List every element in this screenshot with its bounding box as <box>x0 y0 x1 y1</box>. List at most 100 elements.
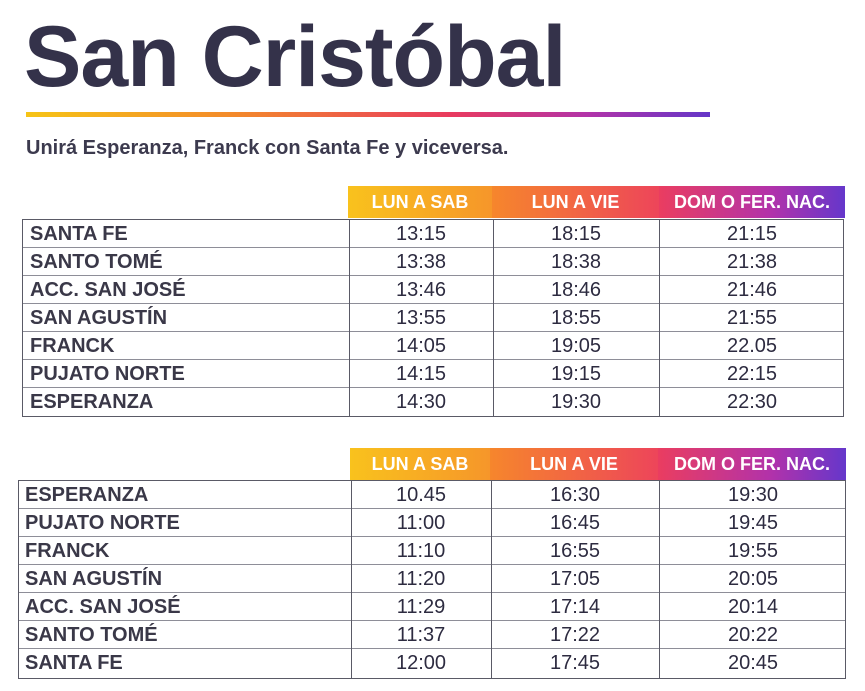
table-row: SAN AGUSTÍN 11:20 17:05 20:05 <box>19 565 845 593</box>
time-lun-a-vie: 17:45 <box>549 652 601 674</box>
time-lun-a-sab: 11:00 <box>396 512 446 534</box>
time-lun-a-sab: 14:30 <box>395 391 447 413</box>
time-dom-o-fer-nac: 20:14 <box>727 596 779 618</box>
row-divider <box>23 275 843 276</box>
time-lun-a-vie: 17:14 <box>549 596 601 618</box>
time-dom-o-fer-nac: 21:38 <box>726 251 778 273</box>
row-divider <box>19 648 845 649</box>
time-dom-o-fer-nac: 19:45 <box>727 512 779 534</box>
time-lun-a-sab: 11:29 <box>396 596 446 618</box>
time-lun-a-vie: 16:30 <box>549 484 601 506</box>
time-lun-a-vie: 18:38 <box>550 251 602 273</box>
column-divider <box>349 220 350 416</box>
time-lun-a-sab: 13:55 <box>395 307 447 329</box>
header-lun-a-vie: LUN A VIE <box>490 448 658 480</box>
row-divider <box>19 564 845 565</box>
time-lun-a-sab: 13:46 <box>395 279 447 301</box>
time-lun-a-vie: 19:15 <box>550 363 602 385</box>
header-lun-a-vie: LUN A VIE <box>492 186 659 218</box>
header-lun-a-sab: LUN A SAB <box>350 448 490 480</box>
time-dom-o-fer-nac: 21:55 <box>726 307 778 329</box>
table-header: LUN A SAB LUN A VIE DOM O FER. NAC. <box>350 448 846 480</box>
row-divider <box>23 359 843 360</box>
table-row: SAN AGUSTÍN 13:55 18:55 21:55 <box>23 304 843 332</box>
stop-name: ACC. SAN JOSÉ <box>30 279 186 301</box>
column-divider <box>493 220 494 416</box>
time-dom-o-fer-nac: 22:15 <box>726 363 778 385</box>
stop-name: PUJATO NORTE <box>30 363 185 385</box>
time-lun-a-vie: 16:45 <box>549 512 601 534</box>
time-lun-a-vie: 16:55 <box>549 540 601 562</box>
table-row: FRANCK 11:10 16:55 19:55 <box>19 537 845 565</box>
time-dom-o-fer-nac: 22:30 <box>726 391 778 413</box>
time-lun-a-sab: 10.45 <box>395 484 447 506</box>
stop-name: SAN AGUSTÍN <box>25 568 163 590</box>
time-lun-a-sab: 14:15 <box>395 363 447 385</box>
time-lun-a-vie: 17:05 <box>549 568 601 590</box>
row-divider <box>23 303 843 304</box>
table-body: SANTA FE 13:15 18:15 21:15 SANTO TOMÉ 13… <box>22 219 844 417</box>
time-lun-a-vie: 19:30 <box>550 391 602 413</box>
time-lun-a-sab: 11:37 <box>396 624 446 646</box>
table-body: ESPERANZA 10.45 16:30 19:30 PUJATO NORTE… <box>18 480 846 679</box>
time-lun-a-sab: 11:10 <box>396 540 446 562</box>
table-row: SANTO TOMÉ 11:37 17:22 20:22 <box>19 621 845 649</box>
table-row: SANTA FE 13:15 18:15 21:15 <box>23 220 843 248</box>
row-divider <box>19 508 845 509</box>
time-dom-o-fer-nac: 19:55 <box>727 540 779 562</box>
row-divider <box>23 331 843 332</box>
stop-name: ACC. SAN JOSÉ <box>25 596 181 618</box>
stop-name: ESPERANZA <box>30 391 154 413</box>
time-dom-o-fer-nac: 20:45 <box>727 652 779 674</box>
time-dom-o-fer-nac: 20:22 <box>727 624 779 646</box>
time-dom-o-fer-nac: 21:15 <box>726 223 778 245</box>
time-lun-a-vie: 19:05 <box>550 335 602 357</box>
table-row: ESPERANZA 10.45 16:30 19:30 <box>19 481 845 509</box>
stop-name: PUJATO NORTE <box>25 512 180 534</box>
time-dom-o-fer-nac: 21:46 <box>726 279 778 301</box>
time-dom-o-fer-nac: 19:30 <box>727 484 779 506</box>
stop-name: FRANCK <box>30 335 115 357</box>
row-divider <box>23 387 843 388</box>
stop-name: FRANCK <box>25 540 110 562</box>
time-dom-o-fer-nac: 22.05 <box>726 335 778 357</box>
time-lun-a-sab: 11:20 <box>396 568 446 590</box>
header-dom-o-fer-nac: DOM O FER. NAC. <box>658 448 846 480</box>
table-row: FRANCK 14:05 19:05 22.05 <box>23 332 843 360</box>
table-row: SANTA FE 12:00 17:45 20:45 <box>19 649 845 677</box>
stop-name: ESPERANZA <box>25 484 149 506</box>
column-divider <box>659 481 660 678</box>
table-row: SANTO TOMÉ 13:38 18:38 21:38 <box>23 248 843 276</box>
column-divider <box>351 481 352 678</box>
time-lun-a-sab: 14:05 <box>395 335 447 357</box>
time-lun-a-sab: 13:15 <box>395 223 447 245</box>
stop-name: SANTA FE <box>30 223 128 245</box>
stop-name: SANTA FE <box>25 652 123 674</box>
time-dom-o-fer-nac: 20:05 <box>727 568 779 590</box>
table-row: PUJATO NORTE 11:00 16:45 19:45 <box>19 509 845 537</box>
time-lun-a-vie: 17:22 <box>549 624 601 646</box>
table-row: ACC. SAN JOSÉ 11:29 17:14 20:14 <box>19 593 845 621</box>
time-lun-a-vie: 18:15 <box>550 223 602 245</box>
time-lun-a-sab: 12:00 <box>395 652 447 674</box>
time-lun-a-sab: 13:38 <box>395 251 447 273</box>
route-description: Unirá Esperanza, Franck con Santa Fe y v… <box>26 137 509 159</box>
column-divider <box>491 481 492 678</box>
stop-name: SANTO TOMÉ <box>30 251 163 273</box>
row-divider <box>23 247 843 248</box>
table-row: PUJATO NORTE 14:15 19:15 22:15 <box>23 360 843 388</box>
row-divider <box>19 620 845 621</box>
title-gradient-underline <box>26 112 710 117</box>
time-lun-a-vie: 18:55 <box>550 307 602 329</box>
time-lun-a-vie: 18:46 <box>550 279 602 301</box>
table-header: LUN A SAB LUN A VIE DOM O FER. NAC. <box>348 186 845 218</box>
row-divider <box>19 592 845 593</box>
column-divider <box>659 220 660 416</box>
table-row: ESPERANZA 14:30 19:30 22:30 <box>23 388 843 416</box>
page-title: San Cristóbal <box>24 9 566 105</box>
header-lun-a-sab: LUN A SAB <box>348 186 492 218</box>
table-row: ACC. SAN JOSÉ 13:46 18:46 21:46 <box>23 276 843 304</box>
row-divider <box>19 536 845 537</box>
stop-name: SANTO TOMÉ <box>25 624 158 646</box>
stop-name: SAN AGUSTÍN <box>30 307 168 329</box>
